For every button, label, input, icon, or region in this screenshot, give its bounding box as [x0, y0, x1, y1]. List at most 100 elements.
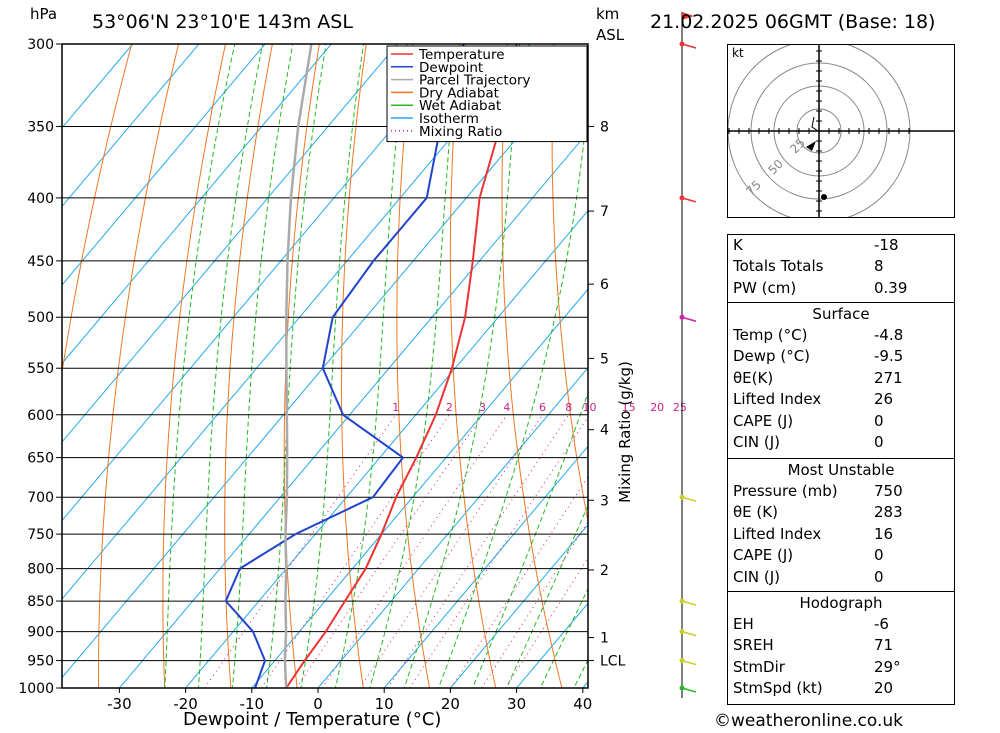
- wet-adiabat-line: [369, 44, 459, 688]
- isotherm-line: [251, 288, 588, 688]
- row-value: 0: [874, 546, 884, 565]
- mixing-ratio-label: 15: [622, 401, 636, 414]
- km-tick-label: 5: [600, 351, 609, 367]
- row-value: 20: [874, 679, 894, 698]
- row-value: 0: [874, 567, 884, 586]
- isotherm-line: [317, 366, 588, 688]
- parcel-trajectory-line: [283, 44, 313, 688]
- row-key: Temp (°C): [733, 326, 808, 344]
- table-row: θE (K) 283: [728, 502, 954, 523]
- credit-link[interactable]: ©weatheronline.co.uk: [714, 711, 904, 731]
- pressure-tick-label: 850: [27, 594, 54, 610]
- row-key: StmDir: [733, 657, 785, 676]
- surface-title: Surface: [812, 305, 870, 323]
- pressure-tick-label: 950: [27, 654, 54, 670]
- wet-adiabat-line: [471, 391, 588, 688]
- mixing-ratio-label: 8: [565, 401, 572, 414]
- row-key: Dewp (°C): [733, 347, 811, 366]
- row-value: 71: [874, 636, 894, 655]
- dry-adiabat-line: [340, 44, 367, 688]
- hodograph-trace: [811, 116, 819, 132]
- row-key: CIN (J): [733, 432, 781, 451]
- hodograph-params-title: Hodograph: [799, 594, 883, 612]
- isotherm-line: [449, 524, 588, 688]
- hodograph-unit: kt: [732, 46, 744, 60]
- wet-adiabat-line: [231, 44, 294, 688]
- x-tick-label: -10: [240, 695, 265, 713]
- x-tick-label: -20: [173, 695, 198, 713]
- mixing-ratio-line: [359, 414, 543, 688]
- table-row: EH -6: [728, 614, 954, 635]
- table-row: Dewp (°C) -9.5: [728, 346, 954, 367]
- row-value: 26: [874, 390, 894, 409]
- legend-label: Temperature: [418, 47, 505, 63]
- mixing-ratio-axis-label: Mixing Ratio (g/kg): [616, 361, 634, 503]
- row-key: StmSpd (kt): [733, 679, 823, 698]
- table-row: Lifted Index 26: [728, 389, 954, 410]
- wind-barb: [681, 659, 697, 666]
- isotherm-line: [184, 209, 588, 688]
- row-value: 283: [874, 503, 903, 522]
- storm-motion-arrow: [806, 141, 816, 151]
- x-tick-label: 20: [441, 695, 460, 713]
- mixing-ratio-label: 4: [503, 401, 510, 414]
- wind-barb: [681, 43, 697, 49]
- mixing-ratio-label: 3: [479, 401, 486, 414]
- row-key: CIN (J): [733, 567, 781, 586]
- row-key: Pressure (mb): [733, 482, 838, 500]
- row-key: K: [733, 236, 743, 254]
- dry-adiabat-line: [396, 44, 431, 688]
- pressure-tick-label: 550: [27, 361, 54, 377]
- isotherm-line: [62, 44, 332, 365]
- mixing-ratio-line: [505, 557, 588, 688]
- row-value: 8: [874, 257, 884, 276]
- wet-adiabat-line: [334, 44, 408, 688]
- mixing-ratio-label: 6: [539, 401, 546, 414]
- dry-adiabat-line: [449, 44, 497, 688]
- km-tick-label: 8: [600, 119, 609, 135]
- hodograph-panel: kt 25 50 75: [727, 44, 955, 218]
- table-row: Lifted Index 16: [728, 524, 954, 545]
- isotherm-line: [62, 44, 134, 129]
- legend-label: Mixing Ratio: [419, 124, 502, 140]
- pressure-tick-label: 650: [27, 451, 54, 467]
- row-value: 0.39: [874, 278, 908, 297]
- row-key: SREH: [733, 636, 774, 655]
- table-row: CAPE (J) 0: [728, 545, 954, 566]
- table-row: θE(K) 271: [728, 368, 954, 389]
- row-key: PW (cm): [733, 278, 797, 297]
- wind-barb: [681, 197, 697, 203]
- table-row: PW (cm) 0.39: [728, 278, 954, 299]
- wet-adiabat-line: [197, 44, 264, 688]
- pressure-tick-label: 800: [27, 562, 54, 578]
- table-row: K -18: [728, 235, 954, 256]
- indices-table: K -18 Totals Totals 8 PW (cm) 0.39: [727, 234, 955, 304]
- km-tick-label: 6: [600, 277, 609, 293]
- legend-label: Dewpoint: [419, 60, 483, 76]
- isotherm-line: [118, 131, 588, 688]
- row-value: -6: [874, 615, 889, 633]
- row-key: CAPE (J): [733, 546, 794, 565]
- temperature-line: [285, 44, 518, 688]
- row-key: CAPE (J): [733, 411, 794, 430]
- row-value: -18: [874, 236, 899, 254]
- wet-adiabat-line: [300, 44, 365, 688]
- wind-barb: [681, 687, 697, 693]
- pressure-tick-label: 350: [27, 119, 54, 135]
- x-tick-label: 0: [313, 695, 323, 713]
- table-row: CAPE (J) 0: [728, 411, 954, 432]
- hodograph-params-table: Hodograph EH -6 SREH 71 StmDir 29° StmSpd (…: [727, 591, 955, 705]
- row-value: 750: [874, 482, 903, 500]
- km-tick-label: 4: [600, 423, 609, 439]
- dry-adiabat-line: [551, 44, 588, 524]
- pressure-tick-label: 1000: [18, 681, 54, 697]
- row-key: Lifted Index: [733, 390, 822, 409]
- wet-adiabat-line: [403, 44, 521, 688]
- pressure-tick-label: 300: [27, 37, 54, 53]
- km-unit-label: km: [596, 5, 620, 23]
- table-row: StmDir 29°: [728, 657, 954, 678]
- location-title: 53°06'N 23°10'E 143m ASL: [92, 11, 353, 33]
- mixing-ratio-label: 10: [583, 401, 597, 414]
- row-value: 0: [874, 411, 884, 430]
